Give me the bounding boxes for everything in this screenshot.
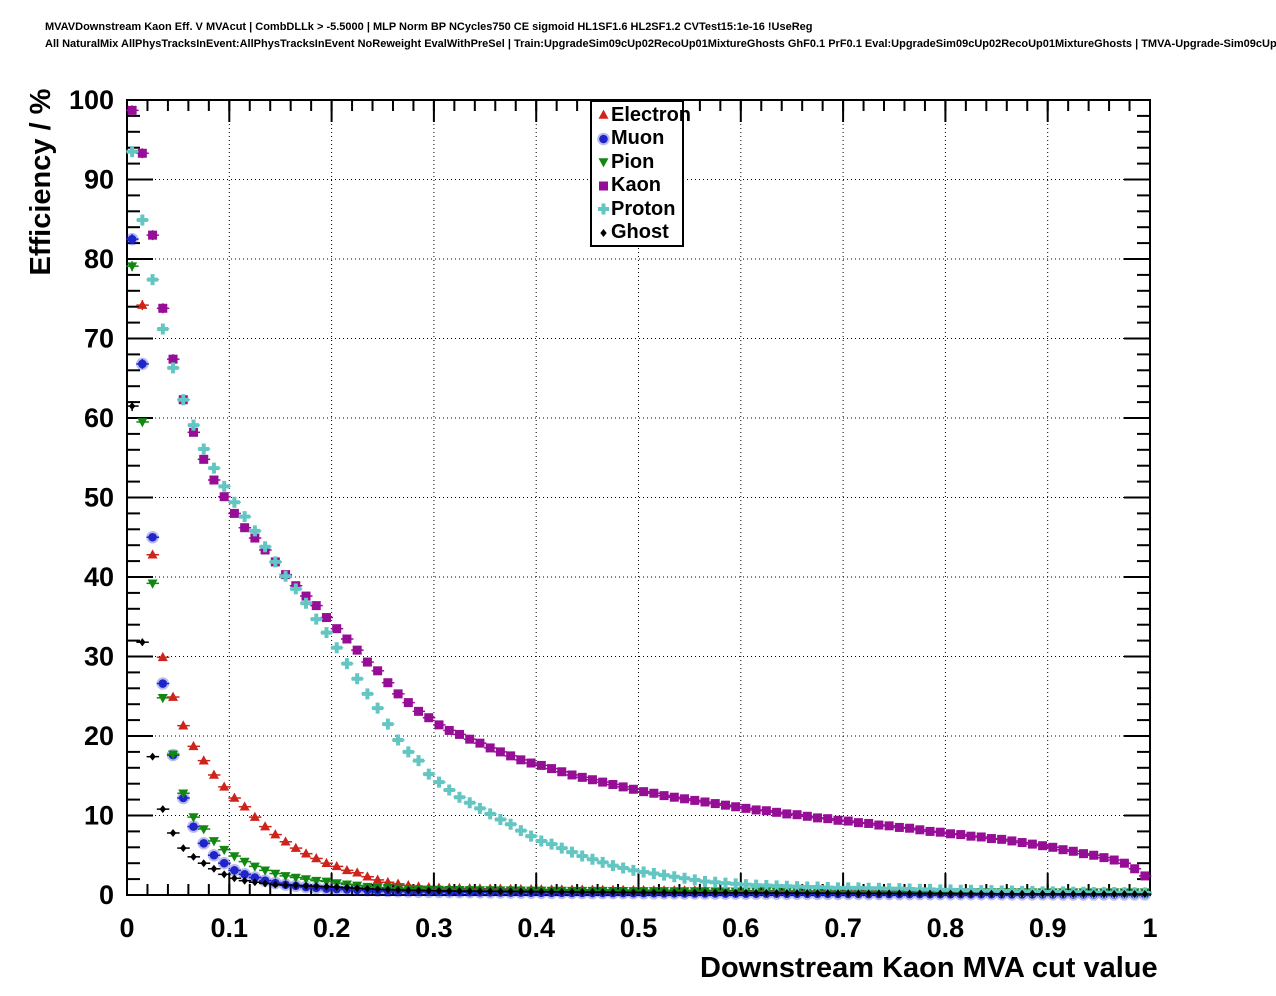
legend-item-electron: Electron	[596, 103, 691, 126]
y-tick-label: 100	[69, 85, 114, 115]
x-tick-label: 0.1	[211, 913, 249, 943]
pion-marker-icon	[598, 158, 609, 168]
y-axis-title: Efficiency / %	[25, 88, 57, 276]
legend-label: Electron	[611, 103, 692, 126]
plot-title-line2: All NaturalMix AllPhysTracksInEvent:AllP…	[45, 38, 1276, 50]
x-tick-label: 0.9	[1029, 913, 1067, 943]
y-tick-label: 30	[84, 642, 114, 672]
y-tick-label: 70	[84, 324, 114, 354]
legend: Electron Muon Pion Kaon Proton Ghost	[590, 100, 691, 247]
muon-marker-icon	[597, 132, 610, 146]
legend-label: Muon	[611, 127, 665, 150]
legend-item-kaon: Kaon	[596, 174, 682, 197]
electron-marker-icon	[598, 109, 609, 120]
plot-title-line1: MVAVDownstream Kaon Eff. V MVAcut | Comb…	[45, 21, 813, 33]
series-kaon	[126, 105, 1152, 881]
x-tick-label: 1	[1142, 913, 1157, 943]
y-tick-label: 20	[84, 721, 114, 751]
x-tick-label: 0.8	[927, 913, 965, 943]
x-tick-label: 0.4	[517, 913, 555, 943]
legend-item-pion: Pion	[596, 150, 682, 173]
legend-item-ghost: Ghost	[596, 221, 682, 244]
x-axis-title: Downstream Kaon MVA cut value	[700, 952, 1158, 984]
y-tick-label: 10	[84, 801, 114, 831]
ghost-marker-icon	[600, 228, 607, 237]
y-tick-label: 50	[84, 483, 114, 513]
legend-label: Pion	[611, 150, 655, 173]
y-tick-label: 0	[99, 880, 114, 910]
x-tick-label: 0	[119, 913, 134, 943]
x-tick-label: 0.6	[722, 913, 760, 943]
legend-item-proton: Proton	[596, 197, 682, 220]
legend-label: Proton	[611, 197, 676, 220]
series-proton	[126, 146, 1152, 899]
series-ghost	[126, 401, 1152, 899]
legend-label: Ghost	[611, 221, 669, 244]
proton-marker-icon	[598, 203, 609, 215]
kaon-marker-icon	[599, 181, 608, 191]
x-tick-label: 0.2	[313, 913, 351, 943]
y-tick-label: 60	[84, 403, 114, 433]
x-tick-label: 0.5	[620, 913, 658, 943]
y-tick-label: 80	[84, 244, 114, 274]
legend-item-muon: Muon	[596, 127, 682, 150]
x-tick-label: 0.3	[415, 913, 453, 943]
legend-label: Kaon	[611, 174, 661, 197]
x-tick-label: 0.7	[824, 913, 862, 943]
y-tick-label: 90	[84, 165, 114, 195]
y-tick-label: 40	[84, 562, 114, 592]
